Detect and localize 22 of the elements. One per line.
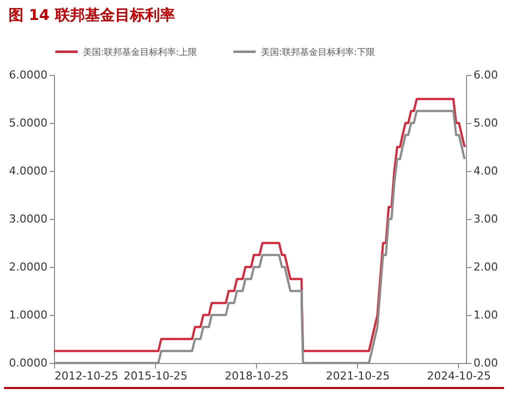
y-tick-label: 3.0000 — [9, 212, 48, 226]
y-tick-label: 2.0000 — [9, 260, 48, 274]
y2-tick-label: 3.00 — [474, 212, 498, 226]
y2-tick-label: 2.00 — [474, 260, 498, 274]
y2-tick-label: 5.00 — [474, 116, 498, 130]
y-tick-label: 6.0000 — [9, 68, 48, 82]
y2-tick-label: 4.00 — [474, 164, 498, 178]
x-tick-label: 2021-10-25 — [326, 370, 390, 382]
y2-tick-label: 0.00 — [474, 356, 498, 370]
legend-label: 美国:联邦基金目标利率:下限 — [261, 46, 376, 58]
x-tick-label: 2024-10-25 — [426, 370, 491, 382]
x-tick-label: 2015-10-25 — [124, 370, 188, 382]
y2-tick-label: 6.00 — [474, 68, 498, 82]
legend-label: 美国:联邦基金目标利率:上限 — [83, 46, 198, 58]
y-tick-label: 1.0000 — [9, 308, 48, 322]
y-tick-label: 4.0000 — [9, 164, 48, 178]
y2-tick-label: 1.00 — [474, 308, 498, 322]
x-tick-label: 2018-10-25 — [224, 370, 289, 382]
chart-title: 图 14 联邦基金目标利率 — [8, 6, 175, 24]
y-tick-label: 5.0000 — [9, 116, 48, 130]
x-tick-label: 2012-10-25 — [54, 370, 118, 382]
y-tick-label: 0.0000 — [9, 356, 48, 370]
